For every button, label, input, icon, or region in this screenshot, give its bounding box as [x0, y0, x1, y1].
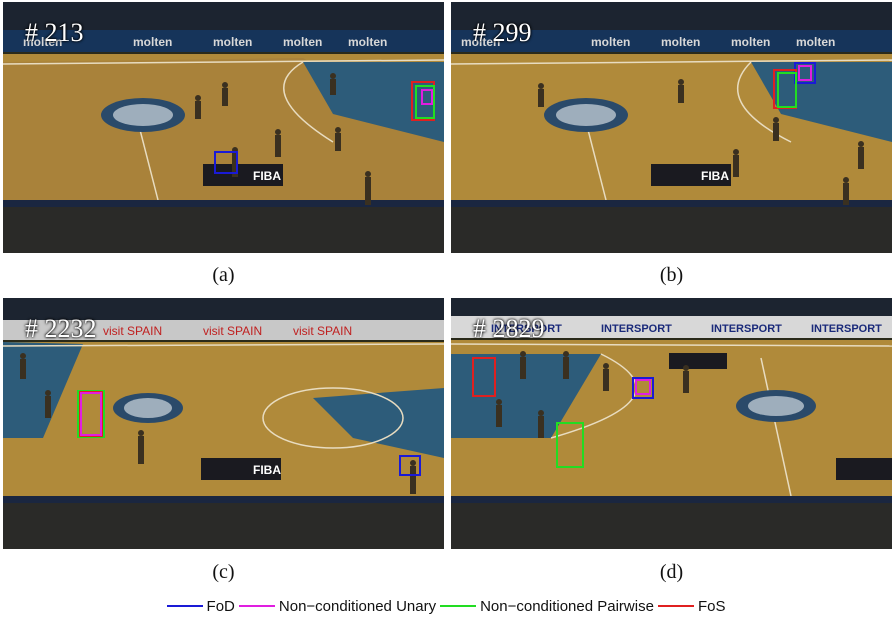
- panel-a: molten molten molten molten molten FIBA …: [3, 2, 444, 253]
- pairwise-box: [777, 72, 797, 108]
- fod-box: [399, 455, 421, 476]
- frame-number: # 299: [473, 18, 532, 47]
- legend-item-unary: Non−conditioned Unary: [238, 597, 437, 615]
- legend-label: FoS: [697, 597, 726, 615]
- frame-number: # 2232: [25, 314, 97, 343]
- panel-b: molten molten molten molten molten FIBA …: [451, 2, 892, 253]
- legend-label: Non−conditioned Unary: [278, 597, 437, 615]
- panel-d: INTERSPORT INTERSPORT INTERSPORT INTERSP…: [451, 298, 892, 549]
- ad-banner-text: molten: [283, 35, 322, 49]
- ad-banner-text: molten: [213, 35, 252, 49]
- ad-banner-text: visit SPAIN: [203, 324, 262, 338]
- court-logo-text: FIBA: [253, 463, 281, 477]
- unary-box: [798, 65, 812, 81]
- ad-banner-text: INTERSPORT: [601, 323, 672, 335]
- legend-line-unary: [238, 605, 275, 607]
- caption-d: (d): [659, 561, 684, 583]
- fos-box: [472, 357, 496, 397]
- basketball-court-image: visit SPAIN visit SPAIN visit SPAIN FIBA: [3, 298, 444, 549]
- ad-banner-text: molten: [23, 35, 62, 49]
- legend-line-fos: [657, 605, 694, 607]
- ad-banner-text: molten: [591, 35, 630, 49]
- ad-banner-text: molten: [731, 35, 770, 49]
- unary-box: [635, 379, 651, 395]
- ad-banner-text: molten: [133, 35, 172, 49]
- caption-b: (b): [659, 264, 684, 286]
- basketball-court-image: molten molten molten molten molten FIBA: [451, 2, 892, 253]
- ad-banner-text: INTERSPORT: [711, 323, 782, 335]
- ad-banner-text: visit SPAIN: [293, 324, 352, 338]
- panel-c: visit SPAIN visit SPAIN visit SPAIN FIBA…: [3, 298, 444, 549]
- pairwise-box: [556, 422, 584, 468]
- legend-line-pairwise: [440, 605, 477, 607]
- ad-banner-text: molten: [796, 35, 835, 49]
- legend-line-fod: [166, 605, 203, 607]
- basketball-court-image: molten molten molten molten molten FIBA: [3, 2, 444, 253]
- legend-label: Non−conditioned Pairwise: [480, 597, 654, 615]
- legend-label: FoD: [206, 597, 235, 615]
- fod-box: [214, 151, 238, 174]
- legend-item-fod: FoD: [166, 597, 235, 615]
- fod-box: [632, 377, 654, 399]
- ad-banner-text: molten: [348, 35, 387, 49]
- legend: FoD Non−conditioned Unary Non−conditione…: [0, 594, 892, 618]
- frame-number: # 2829: [473, 314, 545, 343]
- legend-item-fos: FoS: [657, 597, 726, 615]
- legend-item-pairwise: Non−conditioned Pairwise: [440, 598, 654, 615]
- ad-banner-text: visit SPAIN: [103, 324, 162, 338]
- caption-a: (a): [212, 264, 235, 286]
- frame-number: # 213: [25, 18, 84, 47]
- pairwise-box: [415, 85, 435, 119]
- court-logo-text: FIBA: [253, 169, 281, 183]
- court-logo-text: FIBA: [701, 169, 729, 183]
- unary-box: [421, 89, 433, 105]
- ad-banner-text: INTERSPORT: [491, 323, 562, 335]
- unary-box: [80, 392, 102, 436]
- basketball-court-image: INTERSPORT INTERSPORT INTERSPORT INTERSP…: [451, 298, 892, 549]
- caption-c: (c): [212, 561, 235, 583]
- ad-banner-text: INTERSPORT: [811, 323, 882, 335]
- ad-banner-text: molten: [461, 35, 500, 49]
- ad-banner-text: molten: [661, 35, 700, 49]
